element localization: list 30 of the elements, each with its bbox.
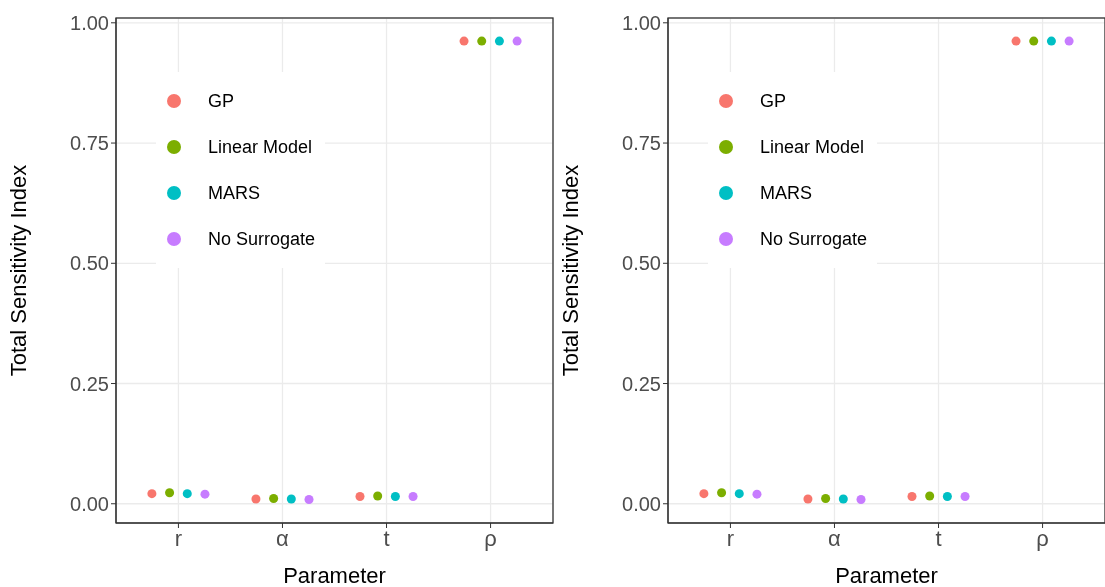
legend-label: MARS [760,182,813,204]
y-tick-label: 0.00 [622,492,661,515]
legend-label: Linear Model [208,136,313,158]
y-tick-label: 0.75 [622,132,661,155]
y-tick-label: 0.50 [70,252,109,275]
x-tick-label: ρ [484,525,497,551]
x-tick-label: r [726,525,735,551]
legend-label: Linear Model [760,136,865,158]
y-axis-title: Total Sensitivity Index [5,164,31,377]
x-tick-label: t [383,525,390,551]
x-axis-title: Parameter [283,563,386,587]
y-tick-label: 0.50 [622,252,661,275]
legend-label: MARS [208,182,261,204]
legend-label: No Surrogate [760,228,868,250]
x-tick-label: r [174,525,183,551]
y-tick-label: 0.00 [70,492,109,515]
y-tick-label: 0.25 [622,372,661,395]
x-tick-label: ρ [1036,525,1049,551]
legend-label: GP [208,90,235,112]
x-tick-label: α [828,525,842,551]
y-tick-label: 1.00 [70,11,109,34]
legend-label: No Surrogate [208,228,316,250]
y-tick-label: 0.25 [70,372,109,395]
x-axis-title: Parameter [835,563,938,587]
y-tick-label: 0.75 [70,132,109,155]
x-tick-label: α [276,525,290,551]
legend-label: GP [760,90,787,112]
y-tick-label: 1.00 [622,11,661,34]
y-axis-title: Total Sensitivity Index [557,164,583,377]
x-tick-label: t [935,525,942,551]
